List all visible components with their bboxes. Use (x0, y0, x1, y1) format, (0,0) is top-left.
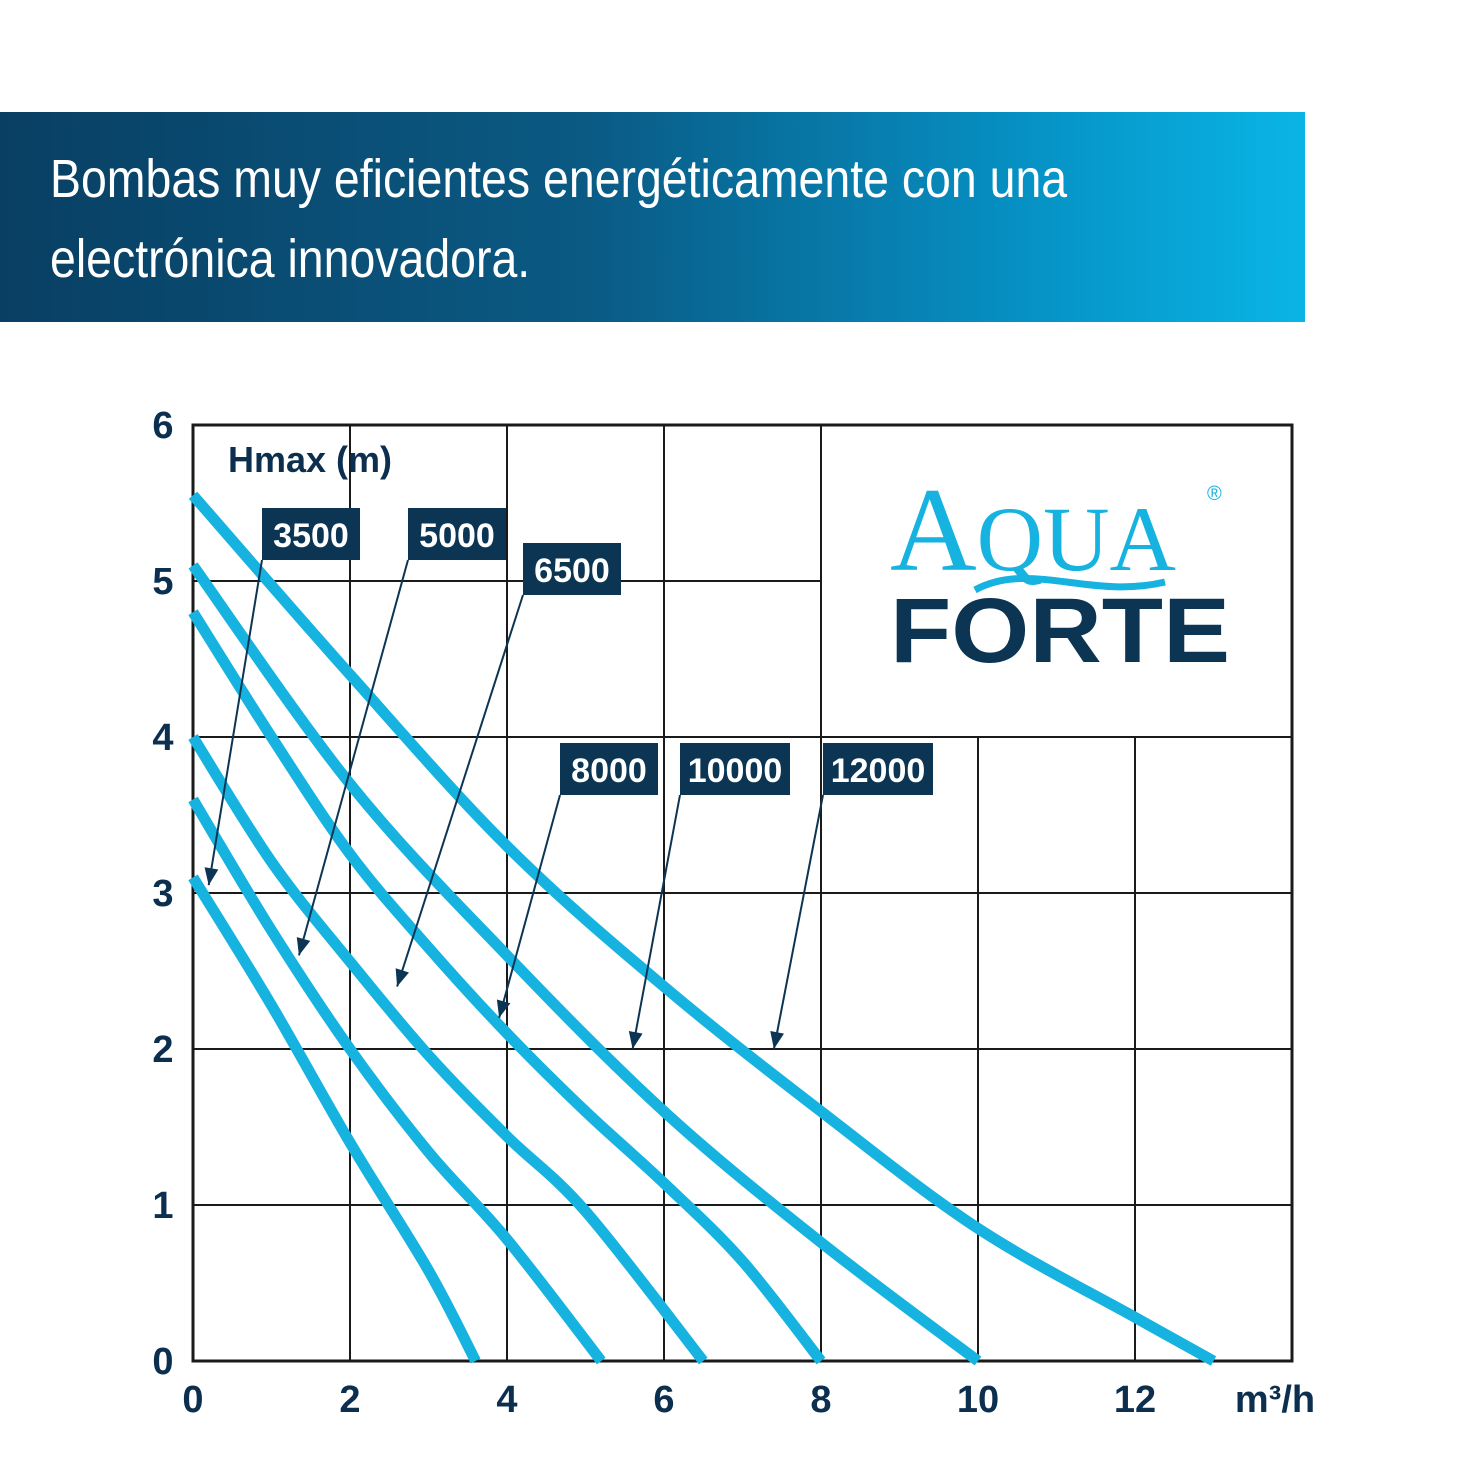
y-tick-label: 4 (152, 717, 173, 759)
logo-aqua-initial: A (890, 463, 977, 596)
callout-tag-6500 (523, 543, 621, 595)
headline-line-2: electrónica innovadora. (50, 229, 531, 289)
x-tick-label: 2 (339, 1379, 360, 1421)
callout-line-8000 (498, 794, 561, 1019)
curve-3500 (188, 874, 481, 1364)
curve-10000 (188, 562, 982, 1366)
callout-label-10000: 10000 (688, 752, 783, 790)
callout-line-6500 (396, 594, 524, 987)
x-tick-label: 12 (1114, 1379, 1156, 1421)
callout-tag-5000 (408, 508, 506, 560)
x-axis-label: m³/h (1235, 1379, 1315, 1421)
svg-text:AQUA: AQUA (890, 463, 1176, 596)
headline-line-1: Bombas muy eficientes energéticamente co… (50, 149, 1068, 209)
callout-line-10000 (631, 794, 681, 1050)
y-tick-label: 2 (152, 1029, 173, 1071)
y-tick-label: 6 (152, 405, 173, 447)
logo-registered-mark: ® (1207, 483, 1222, 505)
callout-arrowhead-5000 (296, 937, 311, 956)
headline-banner: Bombas muy eficientes energéticamente co… (0, 112, 1305, 322)
callout-arrowhead-10000 (628, 1031, 643, 1049)
chart-curves (188, 491, 1217, 1366)
x-tick-label: 6 (653, 1379, 674, 1421)
callout-tag-8000 (560, 743, 658, 795)
y-tick-label: 3 (152, 873, 173, 915)
callout-tag-3500 (262, 508, 360, 560)
x-tick-label: 10 (957, 1379, 999, 1421)
y-tick-label: 1 (152, 1185, 173, 1227)
callout-tag-12000 (823, 743, 933, 795)
callout-arrowhead-6500 (395, 968, 409, 987)
callout-line-12000 (772, 794, 824, 1050)
x-tick-label: 8 (810, 1379, 831, 1421)
aquaforte-logo: AQUA ® FORTE (890, 463, 1230, 682)
curve-6500 (188, 734, 708, 1365)
callout-arrowhead-8000 (496, 999, 511, 1018)
callout-label-3500: 3500 (273, 517, 349, 555)
chart-callouts: 3500 5000 6500 8000 10000 12000 (204, 508, 933, 1050)
logo-forte: FORTE (890, 580, 1230, 682)
callout-label-12000: 12000 (831, 752, 926, 790)
callout-line-3500 (207, 559, 263, 886)
logo-wave (973, 575, 1166, 594)
x-tick-label: 0 (182, 1379, 203, 1421)
callout-tag-10000 (680, 743, 790, 795)
curve-8000 (188, 609, 826, 1365)
curve-5000 (188, 796, 606, 1365)
callout-label-5000: 5000 (419, 517, 495, 555)
logo-aqua-rest: QUA (977, 488, 1176, 590)
y-axis-label: Hmax (m) (228, 439, 392, 480)
callout-label-8000: 8000 (571, 752, 647, 790)
plot-frame (191, 423, 1294, 1363)
callout-arrowhead-12000 (770, 1030, 784, 1049)
y-tick-label: 5 (152, 561, 173, 603)
callout-label-6500: 6500 (534, 552, 610, 590)
y-tick-label: 0 (152, 1341, 173, 1383)
callout-line-5000 (298, 559, 409, 956)
curve-12000 (188, 491, 1217, 1366)
callout-arrowhead-3500 (204, 867, 219, 886)
x-tick-label: 4 (496, 1379, 517, 1421)
